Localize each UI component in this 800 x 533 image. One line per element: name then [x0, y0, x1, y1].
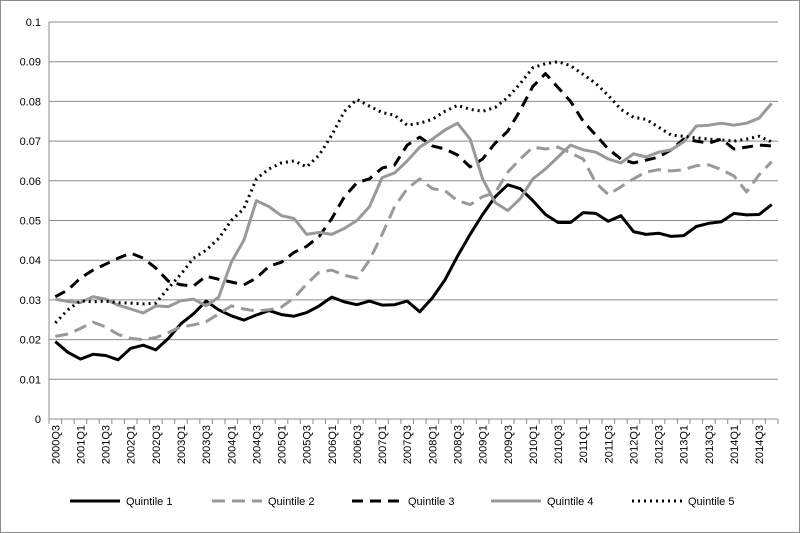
x-tick-label: 2012Q1 — [628, 425, 640, 464]
series-line-quintile-5 — [54, 60, 773, 324]
x-tick-label: 2006Q3 — [352, 425, 364, 464]
x-tick-label: 2002Q1 — [126, 425, 138, 464]
gridlines — [48, 21, 778, 420]
x-tick-label: 2004Q1 — [226, 425, 238, 464]
x-tick-label: 2001Q3 — [101, 425, 113, 464]
x-tick-label: 2009Q3 — [503, 425, 515, 464]
x-tick-label: 2009Q1 — [478, 425, 490, 464]
x-tick-label: 2008Q3 — [452, 425, 464, 464]
legend-label-quintile-1: Quintile 1 — [126, 496, 172, 508]
x-tick-label: 2006Q1 — [327, 425, 339, 464]
y-tick-label: 0.06 — [20, 176, 41, 188]
x-tick-label: 2007Q1 — [377, 425, 389, 464]
legend-label-quintile-2: Quintile 2 — [268, 496, 314, 508]
x-tick-label: 2004Q3 — [251, 425, 263, 464]
x-tick-label: 2013Q1 — [679, 425, 691, 464]
series-line-quintile-4 — [55, 102, 773, 315]
x-tick-label: 2010Q3 — [553, 425, 565, 464]
y-tick-label: 0 — [35, 414, 41, 426]
y-tick-label: 0.05 — [20, 216, 41, 228]
y-tick-label: 0.07 — [20, 136, 41, 148]
series-lines — [54, 60, 773, 362]
y-axis-ticks: 0 0.01 0.02 0.03 0.04 0.05 0.06 0.07 0.08 0.09 0.1 — [20, 17, 41, 426]
legend-label-quintile-5: Quintile 5 — [688, 496, 734, 508]
y-tick-label: 0.08 — [20, 96, 41, 108]
x-axis-ticks: 2000Q3 2001Q1 2001Q3 2002Q1 2002Q3 2003Q1 2003… — [48, 419, 779, 464]
legend: Quintile 1 Quintile 2 Quintile 3 Quintile 4… — [70, 496, 734, 508]
y-tick-label: 0.01 — [20, 374, 41, 386]
x-tick-label: 2007Q3 — [402, 425, 414, 464]
x-tick-label: 2011Q3 — [603, 425, 615, 463]
x-tick-label: 2010Q1 — [528, 425, 540, 464]
x-tick-label: 2005Q3 — [302, 425, 314, 464]
x-tick-label: 2008Q1 — [427, 425, 439, 464]
x-tick-label: 2001Q1 — [75, 425, 87, 464]
y-tick-label: 0.04 — [20, 255, 41, 267]
x-tick-label: 2003Q1 — [176, 425, 188, 464]
x-tick-label: 2012Q3 — [654, 425, 666, 464]
x-tick-label: 2005Q1 — [277, 425, 289, 464]
series-line-quintile-1 — [54, 183, 773, 362]
y-tick-label: 0.09 — [20, 57, 41, 69]
y-tick-label: 0.1 — [26, 17, 41, 29]
series-line-quintile-3 — [54, 72, 772, 299]
x-tick-label: 2014Q1 — [729, 425, 741, 464]
series-line-quintile-2 — [55, 145, 773, 342]
x-tick-label: 2000Q3 — [50, 425, 62, 464]
x-tick-label: 2014Q3 — [754, 425, 766, 464]
x-tick-label: 2002Q3 — [151, 425, 163, 464]
y-tick-label: 0.03 — [20, 295, 41, 307]
legend-label-quintile-4: Quintile 4 — [547, 496, 593, 508]
legend-label-quintile-3: Quintile 3 — [408, 496, 454, 508]
y-tick-label: 0.02 — [20, 335, 41, 347]
x-tick-label: 2011Q1 — [578, 425, 590, 463]
x-tick-label: 2003Q3 — [201, 425, 213, 464]
x-tick-label: 2013Q3 — [704, 425, 716, 464]
